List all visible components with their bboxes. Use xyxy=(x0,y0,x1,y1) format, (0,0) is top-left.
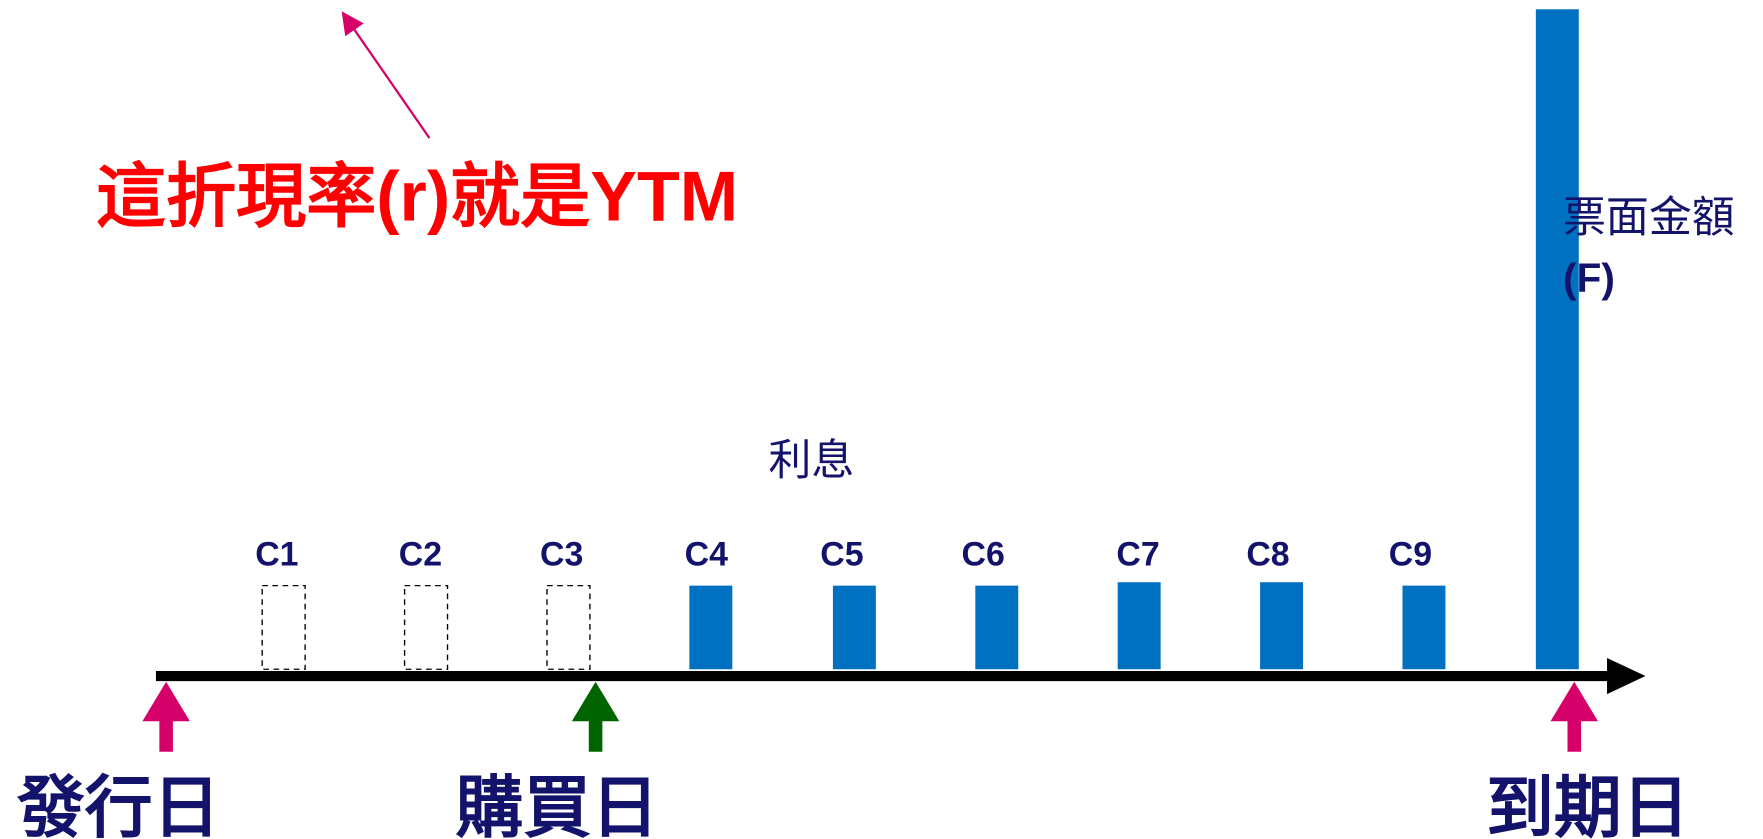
coupon-bar xyxy=(975,585,1019,670)
ytm-annotation: 這折現率(r)就是YTM xyxy=(96,158,738,236)
coupon-label: C8 xyxy=(1246,535,1289,573)
coupon-label: C9 xyxy=(1389,535,1432,573)
coupon-label: C7 xyxy=(1116,535,1159,573)
coupon-placeholder xyxy=(546,584,591,670)
face-value-symbol: (F) xyxy=(1563,255,1615,301)
face-value-bar xyxy=(1535,9,1579,670)
coupon-label: C5 xyxy=(820,535,863,573)
coupon-placeholder xyxy=(403,584,449,670)
coupon-group: C1 C2 C3 C4 C5 C6 C7 C8 C9 xyxy=(255,535,1446,670)
coupon-bar xyxy=(832,585,876,670)
maturity-arrow xyxy=(1550,681,1599,752)
coupon-label: C4 xyxy=(685,535,728,573)
coupon-label: C2 xyxy=(399,535,442,573)
issue-arrow xyxy=(142,681,190,752)
purchase-date-label: 購買日 xyxy=(455,771,658,839)
coupon-label: C3 xyxy=(540,535,583,573)
annotation-arrow xyxy=(341,11,431,139)
purchase-arrow xyxy=(571,681,620,752)
coupon-label: C6 xyxy=(962,535,1005,573)
maturity-date-label: 到期日 xyxy=(1486,771,1689,839)
coupon-bar xyxy=(689,585,733,670)
coupon-bar xyxy=(1260,582,1304,670)
interest-label: 利息 xyxy=(768,437,854,485)
coupon-placeholder xyxy=(261,584,306,670)
issue-date-label: 發行日 xyxy=(16,771,220,839)
coupon-bar xyxy=(1402,585,1446,670)
coupon-bar xyxy=(1117,582,1161,670)
coupon-label: C1 xyxy=(255,535,298,573)
face-value-label: 票面金額 xyxy=(1563,194,1735,242)
timeline-arrowhead xyxy=(1607,657,1646,695)
